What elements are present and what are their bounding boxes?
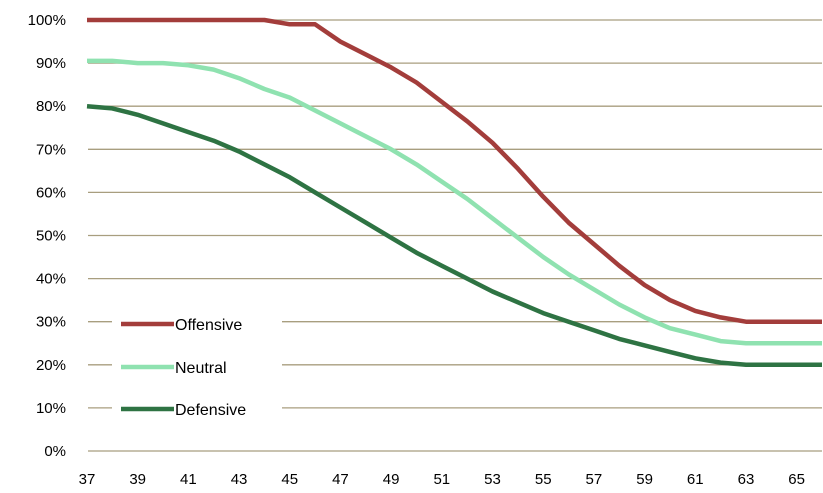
- x-axis-ticks: 37 39 41 43 45 47 49 51 53 55 57 59 61 63 65: [79, 471, 805, 488]
- y-tick-label: 30%: [36, 314, 66, 331]
- legend-item-defensive: Defensive: [121, 402, 246, 419]
- x-tick-label: 57: [586, 471, 603, 488]
- y-tick-label: 50%: [36, 228, 66, 245]
- x-tick-label: 63: [738, 471, 755, 488]
- x-tick-label: 37: [79, 471, 96, 488]
- x-tick-label: 43: [231, 471, 248, 488]
- y-tick-label: 100%: [28, 12, 66, 29]
- x-tick-label: 39: [129, 471, 146, 488]
- y-tick-label: 70%: [36, 141, 66, 158]
- y-tick-label: 0%: [44, 443, 66, 460]
- x-tick-label: 47: [332, 471, 349, 488]
- x-tick-label: 65: [788, 471, 805, 488]
- legend-label: Neutral: [175, 360, 227, 377]
- y-tick-label: 90%: [36, 55, 66, 72]
- legend-item-offensive: Offensive: [121, 317, 242, 334]
- x-tick-label: 59: [636, 471, 653, 488]
- y-axis-ticks: 0% 10% 20% 30% 40% 50% 60% 70% 80% 90% 100%: [28, 12, 66, 460]
- legend-label: Offensive: [175, 317, 242, 334]
- y-tick-label: 60%: [36, 184, 66, 201]
- y-tick-label: 10%: [36, 400, 66, 417]
- y-tick-label: 20%: [36, 357, 66, 374]
- x-tick-label: 55: [535, 471, 552, 488]
- legend-label: Defensive: [175, 402, 246, 419]
- y-tick-label: 40%: [36, 271, 66, 288]
- x-tick-label: 49: [383, 471, 400, 488]
- y-tick-label: 80%: [36, 98, 66, 115]
- series-line-neutral: [87, 58, 822, 346]
- series-line-offensive: [87, 17, 822, 324]
- x-tick-label: 53: [484, 471, 501, 488]
- gridlines: [88, 19, 822, 452]
- x-tick-label: 41: [180, 471, 197, 488]
- legend-item-neutral: Neutral: [121, 360, 227, 377]
- legend: Offensive Neutral Defensive: [121, 317, 246, 419]
- series-lines: [86, 17, 822, 368]
- x-tick-label: 45: [281, 471, 298, 488]
- series-line-defensive: [86, 103, 822, 368]
- x-tick-label: 51: [433, 471, 450, 488]
- x-tick-label: 61: [687, 471, 704, 488]
